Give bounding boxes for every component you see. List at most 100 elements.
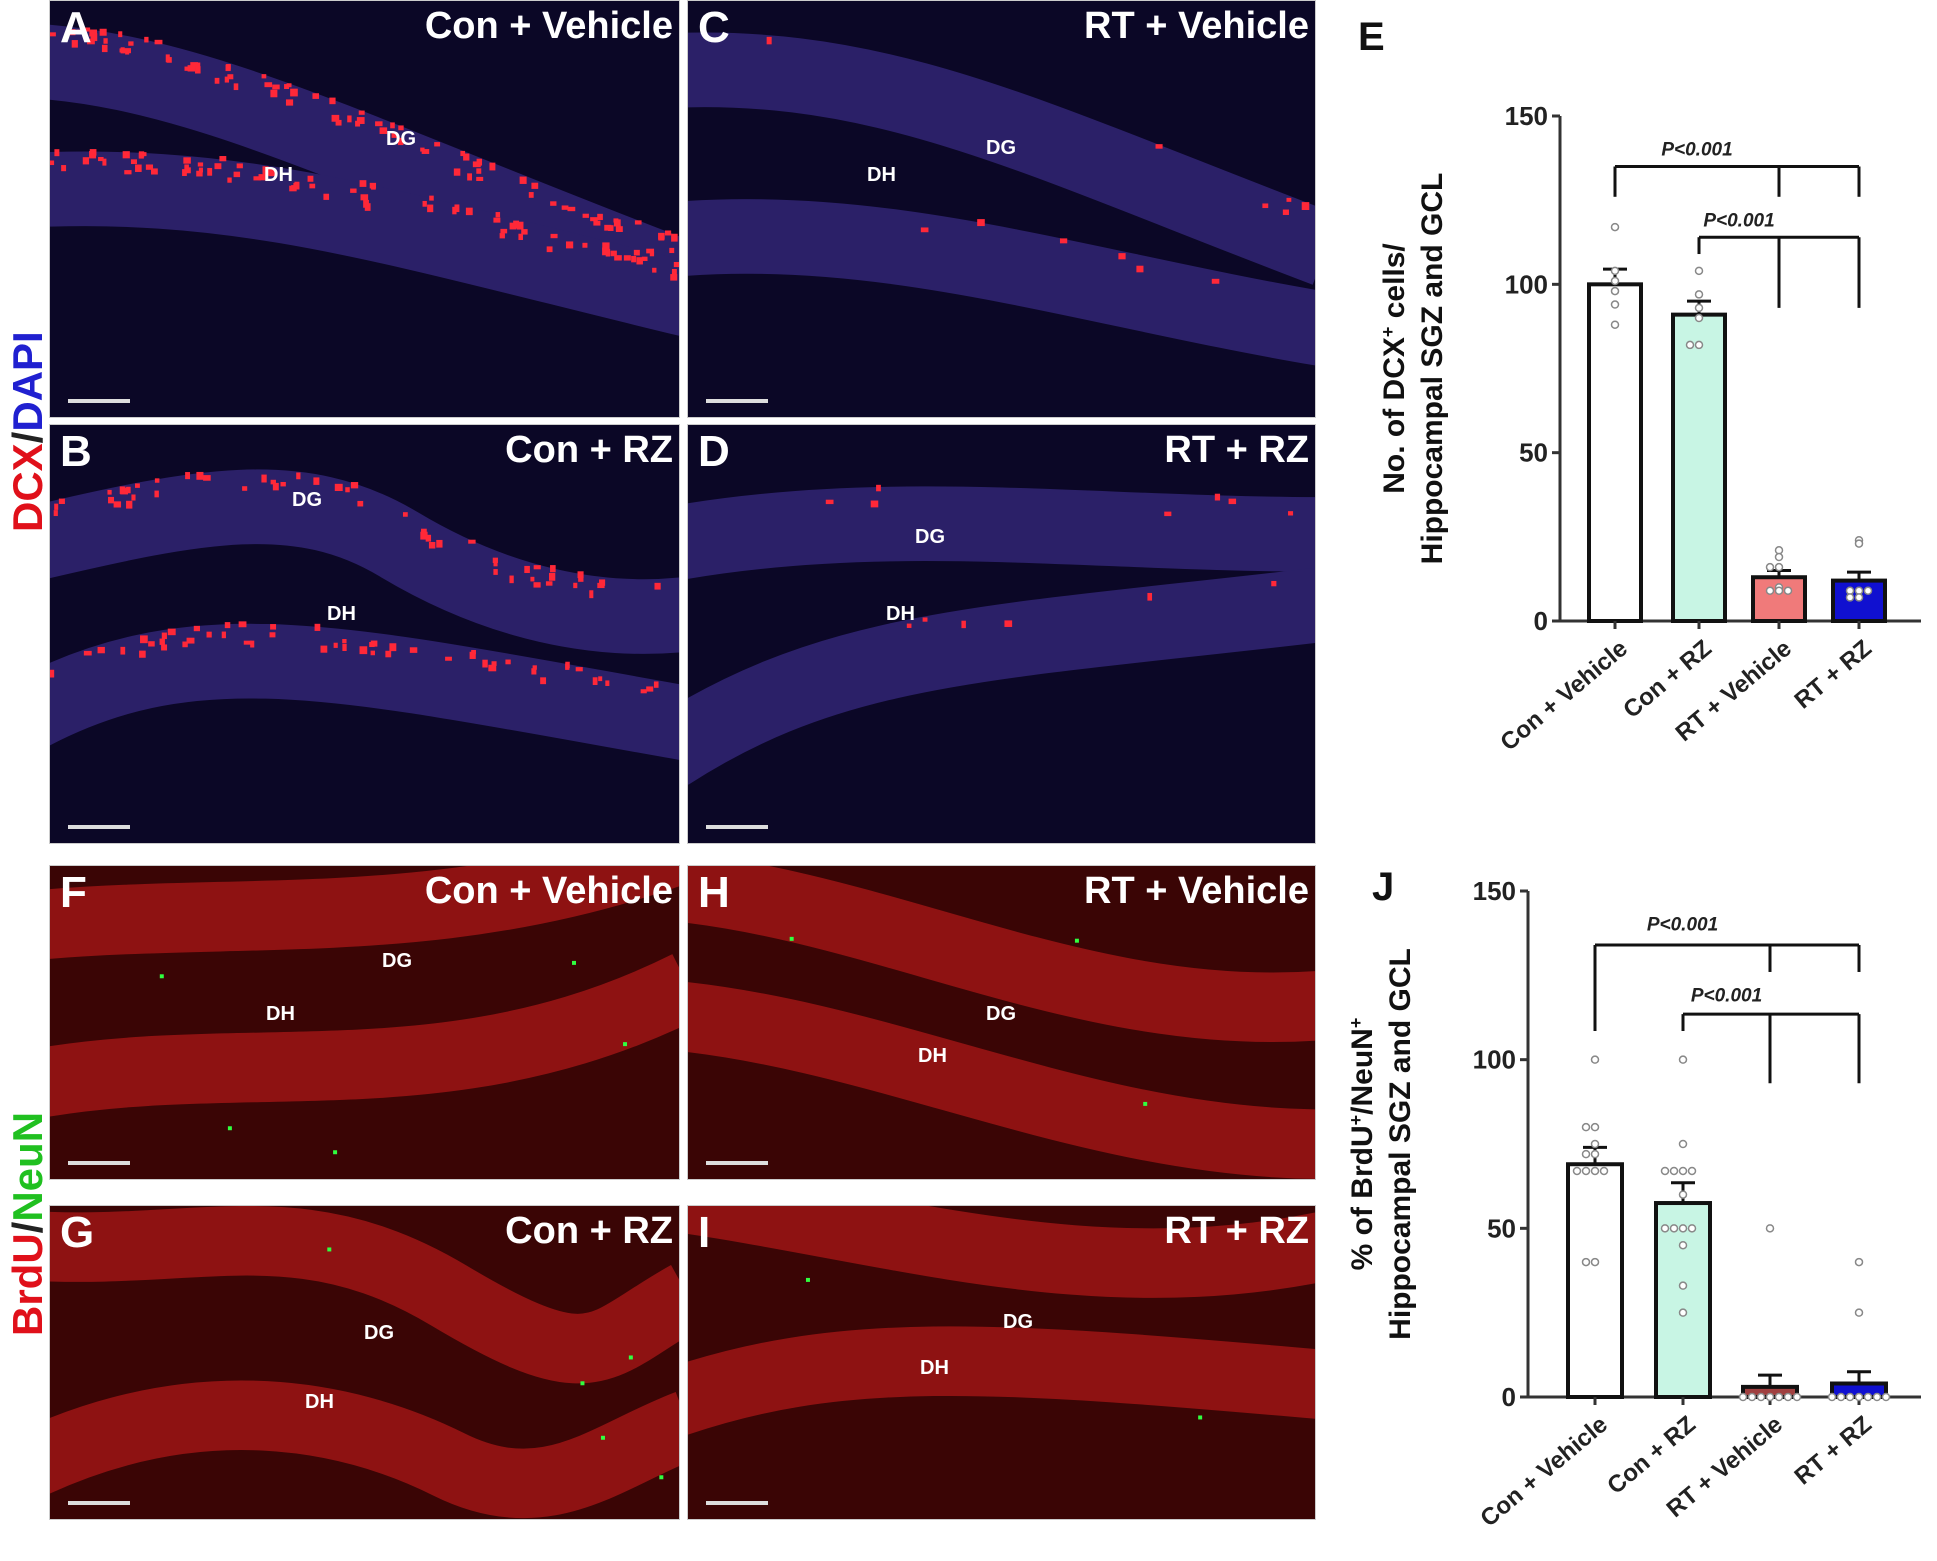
- brdu-positive-cell: [159, 974, 164, 979]
- dcx-positive-cell: [1271, 580, 1277, 587]
- dcx-positive-cell: [977, 219, 985, 227]
- panel-letter: C: [698, 3, 730, 52]
- data-point: [1872, 1392, 1882, 1402]
- dcx-positive-cell: [528, 192, 534, 198]
- y-tick-label: 150: [1505, 101, 1548, 131]
- brdu-positive-cell: [333, 1150, 338, 1155]
- data-point: [1590, 1055, 1600, 1064]
- dcx-positive-cell: [203, 475, 211, 481]
- dcx-positive-cell: [434, 142, 441, 147]
- region-label-dh: DH: [867, 164, 896, 186]
- dcx-positive-cell: [333, 642, 338, 648]
- dcx-positive-cell: [225, 64, 231, 72]
- dcx-positive-cell: [187, 65, 196, 72]
- dcx-positive-cell: [658, 232, 665, 240]
- data-point: [1660, 1166, 1670, 1176]
- dcx-positive-cell: [331, 114, 340, 122]
- dcx-positive-cell: [370, 650, 375, 656]
- dcx-positive-cell: [500, 228, 508, 234]
- dcx-positive-cell: [493, 559, 498, 567]
- data-point: [1610, 222, 1620, 232]
- dcx-positive-cell: [524, 565, 530, 574]
- dcx-positive-cell: [193, 625, 200, 632]
- dcx-positive-cell: [565, 241, 574, 249]
- p-value-label: P<0.001: [1703, 210, 1774, 231]
- data-point: [1765, 1392, 1775, 1402]
- dcx-positive-cell: [236, 163, 243, 169]
- x-tick-label: RT + Vehicle: [1662, 1411, 1788, 1523]
- data-point: [1694, 303, 1704, 313]
- dcx-positive-cell: [151, 168, 158, 175]
- data-point: [1854, 1257, 1864, 1267]
- dcx-positive-cell: [409, 647, 418, 653]
- tissue-image: [688, 1, 1315, 417]
- dcx-positive-cell: [206, 631, 212, 638]
- y-axis-label-text: % of BrdU: [1346, 1125, 1379, 1270]
- dcx-positive-cell: [460, 150, 466, 157]
- dcx-positive-cell: [1059, 238, 1068, 244]
- granule-cell-layer: [50, 1206, 679, 1384]
- data-point: [1765, 562, 1775, 572]
- stain-separator: /: [4, 1221, 51, 1234]
- dcx-positive-cell: [509, 575, 514, 584]
- panel-title: RT + Vehicle: [1084, 5, 1309, 47]
- region-label-dg: DG: [364, 1322, 394, 1344]
- dcx-positive-cell: [654, 582, 661, 590]
- dcx-positive-cell: [350, 482, 359, 489]
- dcx-positive-cell: [82, 157, 90, 165]
- dcx-positive-cell: [493, 217, 501, 223]
- scale-bar: [706, 399, 768, 403]
- dcx-positive-cell: [488, 664, 497, 672]
- dcx-positive-cell: [98, 156, 104, 162]
- region-label-dh: DH: [886, 603, 915, 625]
- y-axis-label: No. of DCX+ cells/Hippocampal SGZ and GC…: [1378, 173, 1449, 565]
- bar: [1587, 282, 1643, 623]
- brdu-positive-cell: [572, 960, 576, 965]
- dcx-positive-cell: [548, 572, 556, 581]
- dcx-positive-cell: [673, 261, 679, 268]
- region-label-dh: DH: [305, 1391, 334, 1413]
- dcx-positive-cell: [342, 639, 347, 644]
- data-point: [1590, 1122, 1600, 1132]
- data-point: [1678, 1055, 1688, 1064]
- brdu-positive-cell: [805, 1277, 810, 1282]
- dcx-positive-cell: [623, 255, 631, 261]
- dcx-positive-cell: [347, 115, 352, 123]
- stain-dapi: DAPI: [4, 331, 51, 432]
- dcx-positive-cell: [258, 174, 266, 181]
- dcx-positive-cell: [1164, 511, 1172, 517]
- data-point: [1610, 300, 1620, 309]
- region-label-dg: DG: [915, 526, 945, 548]
- data-point: [1756, 1392, 1766, 1402]
- scale-bar: [706, 1161, 768, 1165]
- dcx-positive-cell: [545, 581, 553, 586]
- dcx-positive-cell: [159, 638, 165, 645]
- region-label-dg: DG: [386, 128, 416, 150]
- dcx-positive-cell: [445, 656, 452, 661]
- y-axis-label-text: /NeuN: [1346, 1028, 1379, 1115]
- dcx-positive-cell: [1147, 592, 1153, 601]
- data-point: [1845, 593, 1855, 602]
- data-point: [1783, 586, 1793, 595]
- data-point: [1694, 266, 1704, 276]
- dcx-positive-cell: [565, 661, 570, 669]
- micrograph-panel-f: F Con + Vehicle DG DH: [49, 865, 680, 1180]
- dcx-positive-cell: [227, 177, 232, 183]
- granule-cell-layer: [50, 866, 679, 959]
- bar: [1566, 1162, 1624, 1399]
- dcx-positive-cell: [214, 77, 220, 84]
- dcx-positive-cell: [195, 66, 201, 74]
- dcx-positive-cell: [120, 646, 126, 655]
- dcx-positive-cell: [270, 89, 278, 98]
- dcx-positive-cell: [567, 206, 576, 212]
- dcx-positive-cell: [592, 677, 598, 685]
- dcx-positive-cell: [398, 125, 404, 131]
- dcx-positive-cell: [465, 207, 473, 216]
- dcx-positive-cell: [182, 641, 188, 648]
- p-value-label: P<0.001: [1691, 986, 1762, 1007]
- dcx-positive-cell: [183, 157, 191, 164]
- superscript-plus: +: [1346, 1018, 1366, 1029]
- panel-title: Con + Vehicle: [424, 5, 673, 47]
- dcx-positive-cell: [286, 83, 292, 88]
- y-axis-label-line2: Hippocampal SGZ and GCL: [1416, 173, 1449, 565]
